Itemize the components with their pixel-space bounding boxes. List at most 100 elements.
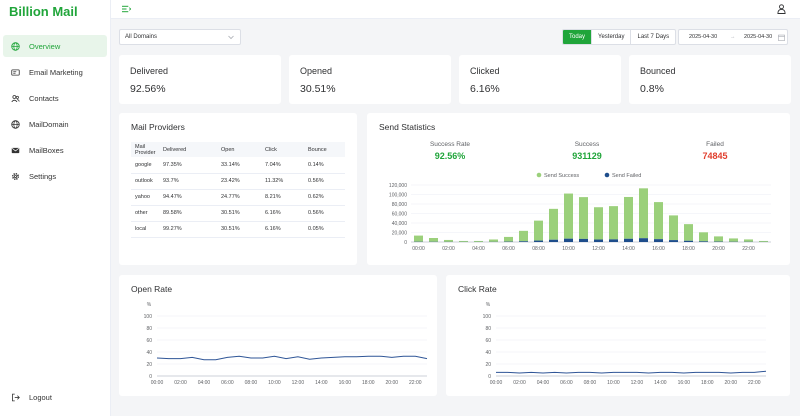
bar-success — [729, 238, 738, 242]
gear-icon — [11, 172, 20, 180]
date-start[interactable]: 2025-04-30 — [689, 34, 718, 40]
stat-value: 0.8% — [640, 83, 664, 95]
x-tick-label: 18:00 — [682, 246, 695, 252]
x-tick-label: 04:00 — [198, 380, 211, 386]
x-tick-label: 04:00 — [472, 246, 485, 252]
cell: local — [131, 221, 159, 238]
y-tick-label: 40 — [485, 350, 491, 356]
x-tick-label: 22:00 — [409, 380, 422, 386]
card-title: Open Rate — [131, 284, 173, 294]
cell: 0.56% — [304, 205, 345, 222]
cell: yahoo — [131, 189, 159, 206]
date-range-picker[interactable]: 2025-04-30 → 2025-04-30 — [678, 29, 788, 45]
table-row: local 99.27% 30.51% 6.16% 0.05% — [131, 221, 345, 238]
menu-toggle-icon[interactable] — [122, 5, 131, 13]
contacts-icon — [11, 94, 20, 102]
column-header: Mail Provider — [131, 142, 159, 157]
cell: 0.56% — [304, 173, 345, 190]
bar-failed — [639, 238, 648, 242]
y-axis-unit: % — [486, 302, 491, 308]
x-tick-label: 00:00 — [412, 246, 425, 252]
bar-success — [759, 240, 768, 242]
x-tick-label: 00:00 — [490, 380, 503, 386]
summary-value-success: 931129 — [572, 151, 602, 161]
y-tick-label: 80,000 — [392, 202, 408, 208]
cell: 11.32% — [261, 173, 304, 190]
sidebar-item-label: MailDomain — [29, 119, 69, 129]
card-title: Send Statistics — [379, 122, 436, 132]
stat-card-clicked: Clicked 6.16% — [459, 55, 621, 104]
y-tick-label: 100 — [144, 314, 153, 320]
y-tick-label: 20 — [485, 362, 491, 368]
x-tick-label: 18:00 — [362, 380, 375, 386]
last-7-days-button[interactable]: Last 7 Days — [630, 30, 675, 44]
sidebar-item-label: Email Marketing — [29, 67, 83, 77]
sidebar-item-maildomain[interactable]: MailDomain — [3, 113, 107, 135]
table-row: yahoo 94.47% 24.77% 8.21% 0.62% — [131, 189, 345, 206]
top-header — [111, 0, 800, 19]
x-tick-label: 08:00 — [584, 380, 597, 386]
sidebar-item-label: Contacts — [29, 93, 59, 103]
x-tick-label: 22:00 — [742, 246, 755, 252]
column-header: Bounce — [304, 142, 345, 157]
x-tick-label: 02:00 — [513, 380, 526, 386]
y-tick-label: 40,000 — [392, 221, 408, 227]
y-tick-label: 100 — [483, 314, 492, 320]
cell: 33.14% — [217, 157, 261, 174]
stat-title: Bounced — [640, 66, 676, 76]
logout-icon — [12, 393, 20, 401]
bar-failed — [609, 239, 618, 242]
x-tick-label: 22:00 — [748, 380, 761, 386]
cell: 93.7% — [159, 173, 217, 190]
sidebar-item-email-marketing[interactable]: Email Marketing — [3, 61, 107, 83]
bar-success — [624, 196, 633, 239]
x-tick-label: 10:00 — [268, 380, 281, 386]
x-tick-label: 06:00 — [502, 246, 515, 252]
today-button[interactable]: Today — [563, 30, 592, 44]
cell: 94.47% — [159, 189, 217, 206]
domain-select[interactable]: All Domains — [119, 29, 241, 45]
x-tick-label: 12:00 — [592, 246, 605, 252]
cell: 7.04% — [261, 157, 304, 174]
range-buttons: Today Yesterday Last 7 Days — [562, 29, 677, 45]
x-tick-label: 00:00 — [151, 380, 164, 386]
legend-marker — [536, 172, 542, 178]
bar-failed — [624, 238, 633, 242]
x-tick-label: 14:00 — [654, 380, 667, 386]
cell: 30.51% — [217, 221, 261, 238]
y-tick-label: 60 — [146, 338, 152, 344]
yesterday-button[interactable]: Yesterday — [591, 30, 630, 44]
bar-failed — [579, 238, 588, 242]
x-tick-label: 04:00 — [537, 380, 550, 386]
stat-title: Delivered — [130, 66, 169, 76]
y-tick-label: 100,000 — [389, 193, 407, 199]
x-tick-label: 06:00 — [221, 380, 234, 386]
sidebar-item-contacts[interactable]: Contacts — [3, 87, 107, 109]
x-tick-label: 20:00 — [386, 380, 399, 386]
bar-success — [639, 188, 648, 239]
bar-success — [429, 238, 438, 242]
sidebar-item-overview[interactable]: Overview — [3, 35, 107, 57]
sidebar-item-label: Overview — [29, 41, 61, 51]
sidebar-item-settings[interactable]: Settings — [3, 165, 107, 187]
y-tick-label: 40 — [146, 350, 152, 356]
legend-label: Send Failed — [612, 173, 641, 179]
table-row: google 97.35% 33.14% 7.04% 0.14% — [131, 157, 345, 174]
sidebar-item-mailboxes[interactable]: MailBoxes — [3, 139, 107, 161]
cell: 24.77% — [217, 189, 261, 206]
cell: 6.16% — [261, 221, 304, 238]
globe-icon — [11, 119, 20, 129]
bar-success — [669, 215, 678, 241]
stat-value: 30.51% — [300, 83, 336, 95]
bar-success — [699, 232, 708, 242]
bar-success — [459, 240, 468, 242]
user-icon[interactable] — [777, 4, 786, 14]
cell: google — [131, 157, 159, 174]
y-tick-label: 0 — [404, 240, 407, 246]
sidebar-item-label: MailBoxes — [29, 145, 64, 155]
mail-providers-table: Mail Provider Delivered Open Click Bounc… — [131, 142, 345, 238]
y-tick-label: 120,000 — [389, 183, 407, 189]
logout-button[interactable]: Logout — [3, 386, 107, 408]
bar-success — [684, 224, 693, 241]
date-end[interactable]: 2025-04-30 — [744, 34, 773, 40]
